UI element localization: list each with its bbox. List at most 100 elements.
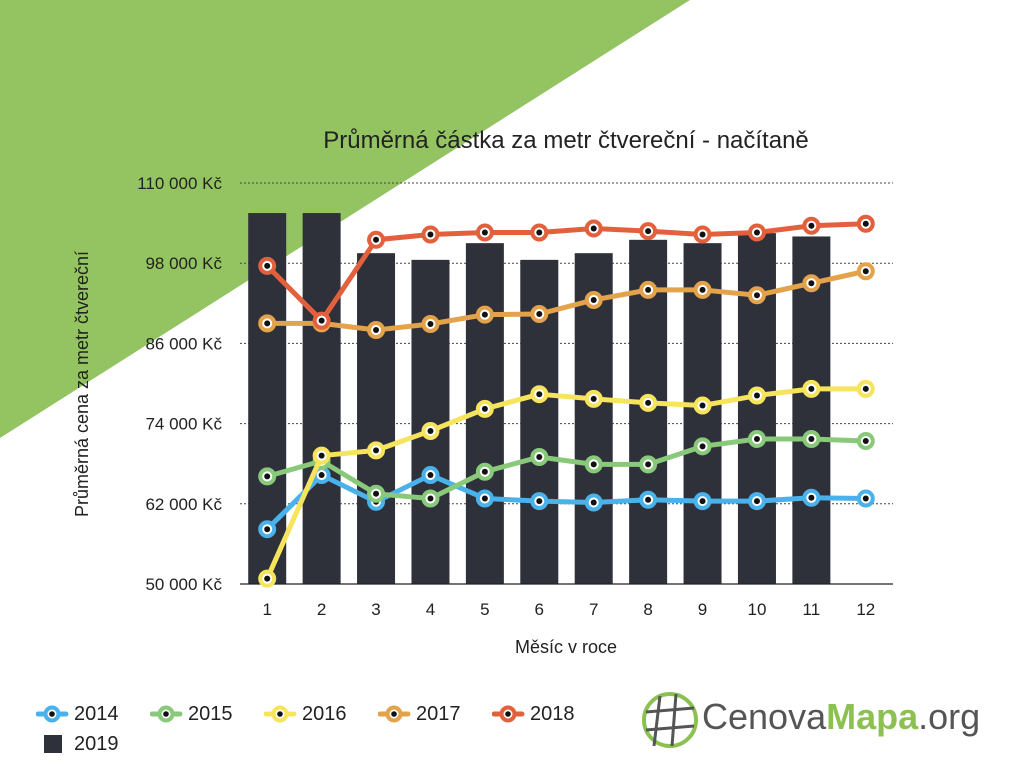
data-point-2015 bbox=[693, 437, 712, 456]
logo-wordmark: CenovaMapa.org bbox=[702, 696, 980, 738]
data-point-2014 bbox=[693, 492, 712, 511]
x-tick-label: 6 bbox=[535, 600, 544, 619]
legend-item-2015: 2015 bbox=[149, 700, 233, 728]
legend-marker-2017-icon bbox=[377, 705, 411, 723]
data-point-2016 bbox=[747, 386, 766, 405]
data-point-2018 bbox=[584, 219, 603, 238]
data-point-2017 bbox=[693, 280, 712, 299]
legend-label-2016: 2016 bbox=[302, 703, 347, 725]
legend-item-2018: 2018 bbox=[491, 700, 575, 728]
data-point-2017 bbox=[639, 280, 658, 299]
series-line-2018 bbox=[264, 221, 869, 324]
series-2016 bbox=[258, 379, 875, 588]
legend: 2014 2015 2016 2017 2018 bbox=[35, 700, 636, 762]
data-point-2015 bbox=[367, 484, 386, 503]
legend-item-2014: 2014 bbox=[35, 700, 119, 728]
legend-marker-2018-icon bbox=[491, 705, 525, 723]
bar-2019 bbox=[792, 236, 831, 584]
data-point-2014 bbox=[530, 492, 549, 511]
data-point-2014 bbox=[802, 488, 821, 507]
legend-label-2019: 2019 bbox=[74, 733, 119, 755]
legend-item-2019: 2019 bbox=[36, 730, 119, 758]
data-point-2017 bbox=[421, 315, 440, 334]
data-point-2017 bbox=[258, 314, 277, 333]
y-tick-label: 50 000 Kč bbox=[145, 575, 222, 594]
y-tick-label: 62 000 Kč bbox=[145, 495, 222, 514]
y-axis-ticks: 50 000 Kč 62 000 Kč 74 000 Kč 86 000 Kč 98 0… bbox=[137, 174, 222, 594]
data-point-2018 bbox=[693, 225, 712, 244]
data-point-2017 bbox=[530, 304, 549, 323]
data-point-2016 bbox=[584, 389, 603, 408]
data-point-2018 bbox=[475, 223, 494, 242]
data-point-2016 bbox=[475, 399, 494, 418]
data-point-2014 bbox=[584, 493, 603, 512]
data-point-2015 bbox=[530, 448, 549, 467]
data-point-2018 bbox=[856, 214, 875, 233]
bars-2019 bbox=[248, 213, 831, 585]
legend-marker-2016-icon bbox=[263, 705, 297, 723]
data-point-2016 bbox=[530, 385, 549, 404]
data-point-2016 bbox=[802, 379, 821, 398]
x-tick-label: 10 bbox=[747, 600, 766, 619]
data-point-2015 bbox=[421, 489, 440, 508]
legend-item-2016: 2016 bbox=[263, 700, 347, 728]
legend-label-2018: 2018 bbox=[530, 703, 575, 725]
data-point-2015 bbox=[639, 455, 658, 474]
x-tick-label: 2 bbox=[317, 600, 326, 619]
data-point-2018 bbox=[312, 311, 331, 330]
data-point-2017 bbox=[747, 286, 766, 305]
x-tick-label: 9 bbox=[698, 600, 707, 619]
series-2018 bbox=[258, 214, 875, 330]
data-point-2014 bbox=[475, 489, 494, 508]
data-point-2018 bbox=[367, 230, 386, 249]
y-tick-label: 110 000 Kč bbox=[137, 174, 222, 193]
x-axis-label: Měsíc v roce bbox=[515, 637, 617, 657]
data-point-2015 bbox=[584, 455, 603, 474]
legend-marker-2019-icon bbox=[44, 735, 62, 753]
data-point-2015 bbox=[802, 429, 821, 448]
bar-2019 bbox=[737, 233, 776, 584]
data-point-2015 bbox=[258, 467, 277, 486]
data-point-2018 bbox=[802, 216, 821, 235]
x-tick-label: 12 bbox=[856, 600, 875, 619]
globe-grid-icon bbox=[642, 692, 698, 748]
data-point-2015 bbox=[475, 462, 494, 481]
legend-label-2014: 2014 bbox=[74, 703, 119, 725]
data-point-2014 bbox=[639, 490, 658, 509]
series-line-2015 bbox=[264, 436, 869, 501]
data-point-2014 bbox=[856, 489, 875, 508]
cenovamapa-logo: CenovaMapa.org bbox=[640, 686, 1020, 756]
data-point-2014 bbox=[421, 466, 440, 485]
legend-marker-2015-icon bbox=[149, 705, 183, 723]
y-tick-label: 74 000 Kč bbox=[145, 415, 222, 434]
bar-2019 bbox=[302, 213, 341, 584]
bar-2019 bbox=[411, 259, 450, 584]
series-line-2014 bbox=[264, 472, 869, 532]
legend-label-2017: 2017 bbox=[416, 703, 461, 725]
data-point-2016 bbox=[258, 569, 277, 588]
x-tick-label: 7 bbox=[589, 600, 598, 619]
x-tick-label: 3 bbox=[371, 600, 380, 619]
data-point-2016 bbox=[693, 396, 712, 415]
data-point-2017 bbox=[802, 274, 821, 293]
x-tick-label: 11 bbox=[803, 600, 821, 619]
data-point-2016 bbox=[312, 446, 331, 465]
green-triangle-decoration bbox=[0, 0, 690, 438]
y-axis-label: Průměrná cena za metr čtvereční bbox=[72, 251, 92, 517]
legend-marker-2014-icon bbox=[35, 705, 69, 723]
series-line-2016 bbox=[264, 386, 869, 582]
data-point-2016 bbox=[856, 379, 875, 398]
legend-item-2017: 2017 bbox=[377, 700, 461, 728]
series-line-2017 bbox=[264, 268, 869, 333]
y-tick-label: 98 000 Kč bbox=[145, 254, 222, 273]
data-point-2018 bbox=[747, 223, 766, 242]
x-tick-label: 5 bbox=[480, 600, 489, 619]
data-point-2017 bbox=[367, 321, 386, 340]
data-point-2015 bbox=[856, 431, 875, 450]
data-point-2016 bbox=[639, 393, 658, 412]
logo-text-org: .org bbox=[918, 696, 981, 737]
legend-label-2015: 2015 bbox=[188, 703, 233, 725]
x-tick-label: 1 bbox=[262, 600, 271, 619]
grid-lines bbox=[240, 182, 893, 505]
